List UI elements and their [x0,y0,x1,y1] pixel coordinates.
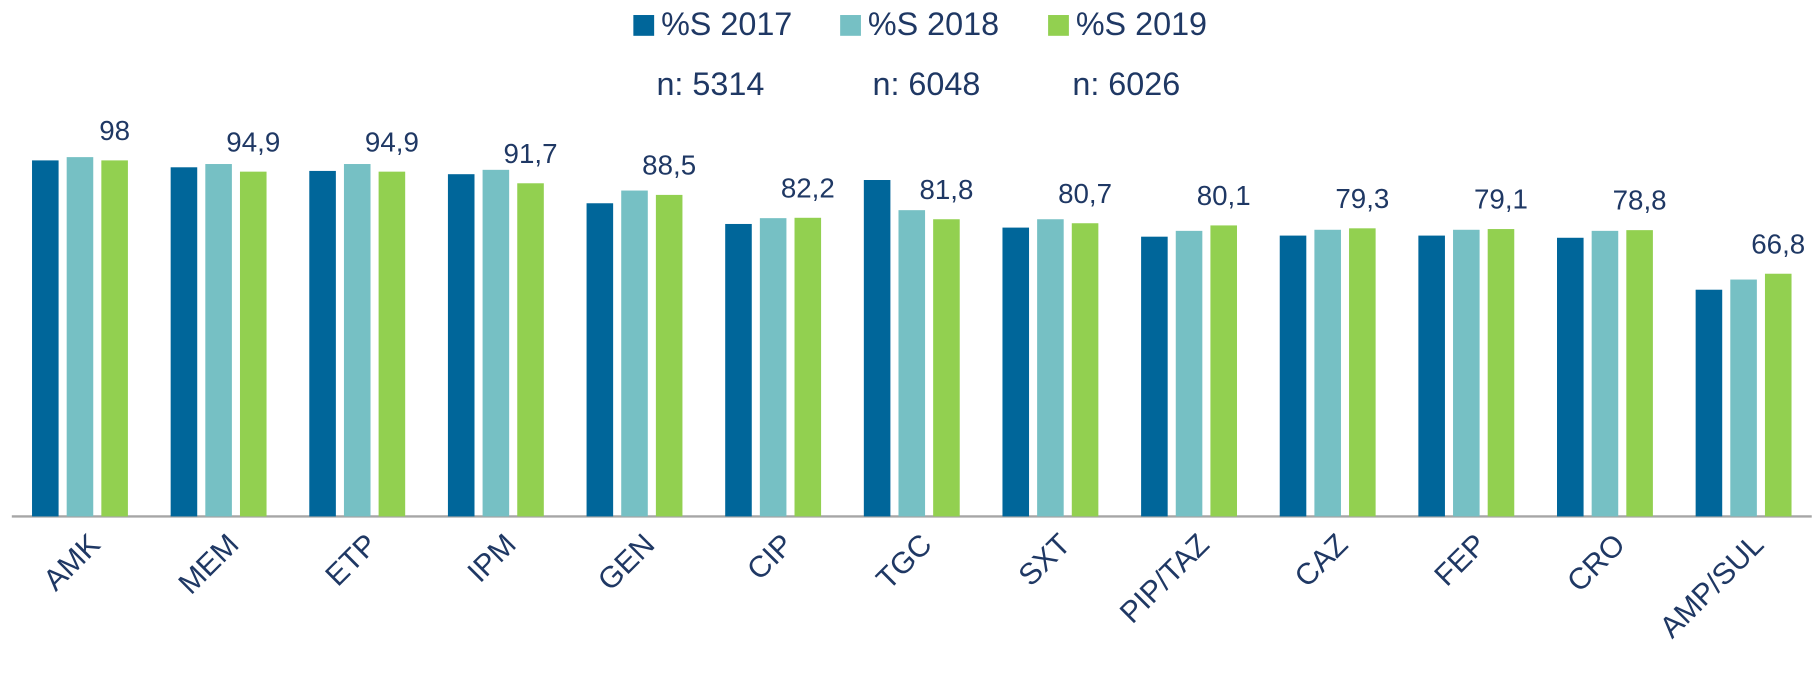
bar [205,164,232,517]
bar [378,171,406,517]
value-label: 88,5 [642,150,696,181]
legend-n: n: 6026 [1072,66,1180,102]
value-label: 91,7 [504,138,558,169]
legend-label: %S 2017 [661,6,792,42]
value-label: 80,1 [1197,180,1251,211]
legend-swatch [1048,15,1069,36]
legend-n: n: 6048 [872,66,980,102]
bar [1279,235,1307,517]
value-label: 66,8 [1751,228,1805,259]
bar [586,203,614,517]
x-tick-label: SXT [1013,528,1078,593]
x-tick-label: CIP [741,528,800,587]
value-label: 82,2 [781,172,835,203]
bar [1071,223,1099,517]
bar [1002,227,1030,517]
bar [794,217,822,517]
bar [447,174,475,517]
bar [343,164,371,517]
bar [1764,273,1792,517]
bar [1453,229,1480,517]
value-label: 79,3 [1335,183,1389,214]
value-label: 78,8 [1613,185,1667,216]
bar [1418,235,1445,517]
bar [170,167,198,517]
legend-label: %S 2019 [1076,6,1207,42]
value-label: 98 [99,115,130,146]
bar [66,157,94,517]
bar [759,218,787,517]
value-label: 94,9 [226,126,280,157]
bar [725,223,752,517]
bar [309,170,336,517]
bar [239,171,267,517]
legend-swatch [633,15,655,36]
value-label: 94,9 [365,126,419,157]
x-tick-label: PIP/TAZ [1114,528,1216,630]
x-tick-label: FEP [1428,528,1493,593]
bar [655,194,683,517]
bar [1626,230,1653,517]
x-tick-label: MEM [172,528,245,601]
x-tick-label: CAZ [1289,528,1355,594]
bar [1557,237,1584,517]
x-tick-label: AMK [37,528,106,597]
x-tick-label: GEN [592,528,661,597]
legend-swatch [840,15,861,36]
bar [1730,279,1757,517]
x-tick-label: CRO [1561,528,1632,599]
bar [32,160,59,517]
value-label: 79,1 [1474,184,1528,215]
bar [898,210,926,517]
bar [517,183,544,517]
value-label: 80,7 [1058,178,1112,209]
bar [1349,228,1376,517]
bar [933,219,960,517]
bar [1210,225,1237,517]
legend-label: %S 2018 [868,6,999,42]
x-tick-label: IPM [462,528,523,589]
bar [1314,229,1341,517]
x-tick-label: ETP [319,528,384,593]
value-label: 81,8 [919,174,973,205]
bar [482,169,510,517]
bar [101,160,128,517]
x-tick-label: TGC [870,528,938,596]
bar [1487,229,1515,517]
legend-n: n: 5314 [656,66,764,102]
bar [1175,230,1203,517]
bar [1591,230,1619,517]
bar [621,190,648,517]
x-tick-label: AMP/SUL [1654,528,1771,645]
bar [1141,236,1168,517]
bar [1037,219,1064,517]
bar [863,180,891,517]
bar [1695,289,1723,517]
